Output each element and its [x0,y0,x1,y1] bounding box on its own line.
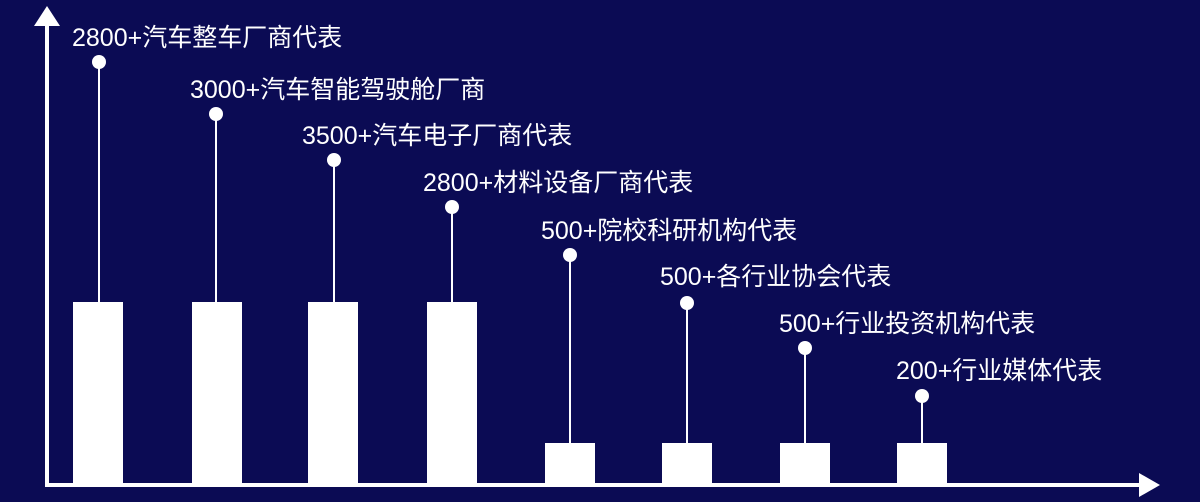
label-media: 200+行业媒体代表 [896,357,1103,385]
leader-line-academia [569,255,571,443]
bar-associations [662,443,712,483]
label-investors: 500+行业投资机构代表 [779,310,1036,338]
marker-academia-dot-icon [563,248,577,262]
label-material-equip: 2800+材料设备厂商代表 [423,169,694,197]
leader-line-material-equip [451,207,453,302]
leader-line-investors [804,348,806,443]
label-associations: 500+各行业协会代表 [660,263,892,291]
marker-auto-oem-dot-icon [92,55,106,69]
leader-line-auto-oem [98,62,100,302]
label-auto-electronics: 3500+汽车电子厂商代表 [302,122,573,150]
bar-academia [545,443,595,483]
bar-material-equip [427,302,477,483]
marker-auto-electronics-dot-icon [327,153,341,167]
label-academia: 500+院校科研机构代表 [541,217,798,245]
bar-investors [780,443,830,483]
bar-smart-cockpit [192,302,242,483]
leader-line-associations [686,303,688,443]
bar-auto-oem [73,302,123,483]
marker-material-equip-dot-icon [445,200,459,214]
bar-media [897,443,947,483]
marker-investors-dot-icon [798,341,812,355]
x-axis-line [45,483,1145,487]
bar-auto-electronics [308,302,358,483]
label-auto-oem: 2800+汽车整车厂商代表 [72,24,343,52]
leader-line-smart-cockpit [215,114,217,302]
arrow-up-icon [34,6,60,26]
leader-line-auto-electronics [333,160,335,302]
y-axis-line [45,18,49,486]
label-smart-cockpit: 3000+汽车智能驾驶舱厂商 [190,76,486,104]
marker-associations-dot-icon [680,296,694,310]
marker-smart-cockpit-dot-icon [209,107,223,121]
arrow-right-icon [1139,473,1160,497]
marker-media-dot-icon [915,389,929,403]
leader-line-media [921,396,923,443]
